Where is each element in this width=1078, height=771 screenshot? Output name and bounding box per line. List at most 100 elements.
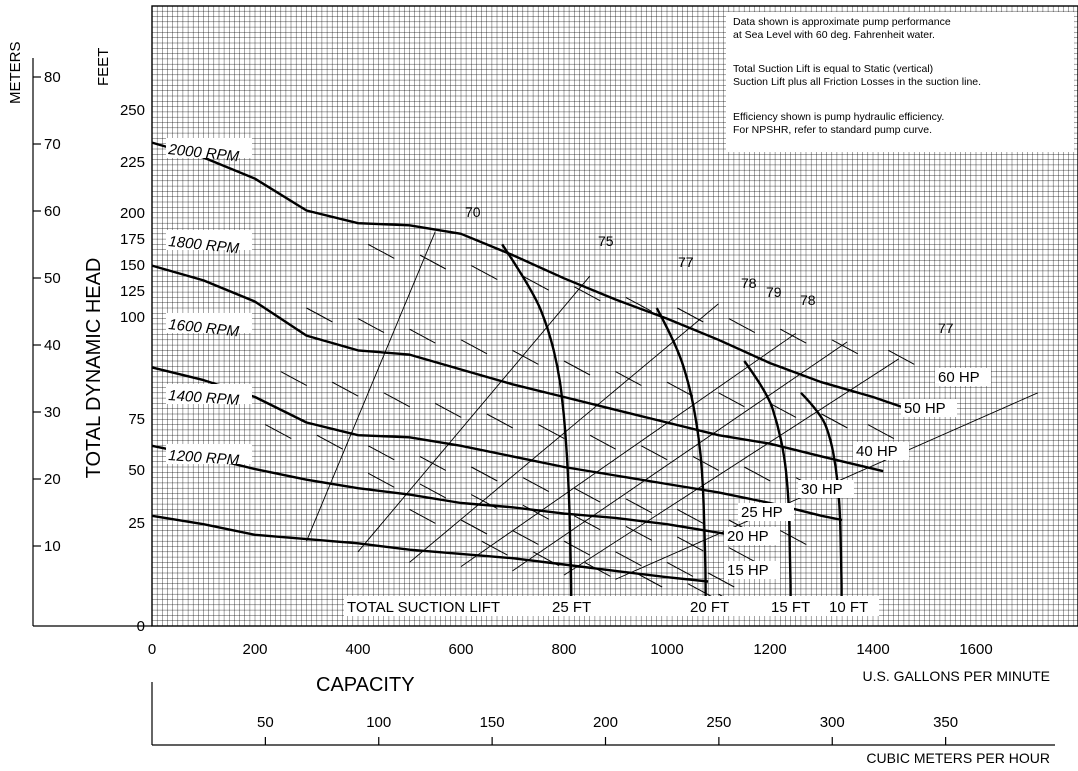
hp-dash-4-6	[677, 536, 704, 552]
x-units-gpm: U.S. GALLONS PER MINUTE	[863, 668, 1050, 684]
hp-dash-2-7	[641, 445, 668, 461]
hp-dash-6-0	[481, 540, 508, 556]
hp-dash-5-0	[409, 508, 436, 524]
hp-dash-2-9	[744, 466, 771, 482]
suction-curve-15-ft	[743, 360, 792, 605]
m3h-tick-label-250: 250	[706, 714, 731, 731]
suction-label-15ft: 15 FT	[771, 599, 810, 616]
efficiency-label-78: 78	[741, 275, 757, 291]
hp-label-50: 50 HP	[904, 400, 946, 417]
x-tick-label-0: 0	[148, 641, 156, 658]
x-tick-label-1400: 1400	[856, 641, 889, 658]
horsepower-dashes	[265, 243, 915, 609]
hp-label-20: 20 HP	[727, 528, 769, 545]
hp-dash-3-8	[677, 508, 704, 524]
x-axis-m3h: 50 100 150 200 250 300 350	[151, 682, 1055, 746]
x-tick-label-200: 200	[242, 641, 267, 658]
plot-frame	[151, 5, 1078, 627]
hp-dash-3-6	[574, 487, 601, 503]
x-axis-title: CAPACITY	[316, 674, 415, 696]
hp-dash-3-7	[625, 498, 653, 514]
hp-dash-1-4	[512, 349, 539, 365]
suction-label-25ft: 25 FT	[552, 599, 591, 616]
hp-dash-2-6	[589, 434, 616, 450]
hp-dash-4-7	[728, 547, 756, 563]
hp-label-30: 30 HP	[801, 481, 843, 498]
hp-dash-1-9	[769, 402, 797, 418]
y-tick-label-250: 250	[120, 102, 145, 119]
hp-dash-1-1	[357, 318, 385, 334]
efficiency-line-70-0	[306, 231, 436, 542]
efficiency-label-70: 70	[465, 204, 481, 220]
hp-dash-3-5	[522, 477, 550, 493]
note-line-2: at Sea Level with 60 deg. Fahrenheit wat…	[733, 29, 935, 41]
y-axis-feet-ticks: 0255075100125150175200225250	[120, 102, 145, 635]
hp-label-40: 40 HP	[856, 443, 898, 460]
hp-dash-3-2	[368, 445, 395, 461]
efficiency-line-75-1	[357, 275, 591, 553]
hp-dash-0-7	[728, 318, 756, 334]
x-units-m3h: CUBIC METERS PER HOUR	[866, 750, 1050, 766]
x-tick-label-1200: 1200	[753, 641, 786, 658]
m3h-tick-label-350: 350	[933, 714, 958, 731]
hp-dash-1-7	[666, 381, 694, 397]
hp-dash-2-2	[383, 392, 410, 408]
note-line-4: Suction Lift plus all Friction Losses in…	[733, 76, 981, 88]
hp-label-bg	[724, 561, 780, 579]
suction-lift-caption: TOTAL SUCTION LIFT	[347, 599, 500, 616]
hp-dash-4-5	[625, 525, 653, 541]
efficiency-line-77-2	[409, 303, 719, 563]
rpm-curve-1200-rpm	[151, 514, 709, 583]
hp-dash-2-5	[538, 424, 565, 440]
meters-tick-label-50: 50	[44, 270, 61, 287]
suction-curve-25-ft	[501, 243, 573, 605]
hp-dash-1-5	[563, 360, 591, 376]
hp-dash-5-1	[460, 519, 488, 535]
hp-dash-6-4	[687, 583, 714, 599]
m3h-tick-label-50: 50	[257, 714, 274, 731]
suction-curve-10-ft	[800, 391, 843, 605]
hp-dash-1-0	[306, 307, 333, 323]
hp-dash-4-0	[368, 472, 395, 488]
efficiency-line-79-4	[512, 341, 848, 572]
hp-label-25: 25 HP	[741, 504, 783, 521]
rpm-label-bg	[166, 138, 252, 158]
hp-dash-3-10	[780, 530, 807, 546]
y-tick-label-25: 25	[128, 515, 145, 532]
suction-lift-curves	[501, 243, 843, 605]
y-tick-label-75: 75	[128, 411, 145, 428]
hp-dash-4-3	[522, 504, 550, 520]
hp-dash-1-3	[460, 339, 488, 355]
m3h-tick-label-100: 100	[366, 714, 391, 731]
hp-label-bg	[738, 503, 794, 521]
hp-dash-0-9	[831, 339, 859, 355]
x-axis-gpm-ticks: 0 200 400 600 800 1000 1200 1400 1600	[148, 641, 993, 658]
efficiency-label-75: 75	[598, 233, 614, 249]
hp-dash-1-6	[615, 371, 642, 387]
series-label-1200-rpm: 1200 RPM	[168, 447, 240, 469]
meters-tick-label-80: 80	[44, 69, 61, 86]
hp-dash-0-5	[625, 296, 653, 312]
rpm-label-bg	[166, 444, 252, 464]
note-line-3: Total Suction Lift is equal to Static (v…	[733, 63, 933, 75]
x-tick-label-400: 400	[345, 641, 370, 658]
rpm-curve-1800-rpm	[151, 264, 884, 473]
y-tick-label-150: 150	[120, 257, 145, 274]
hp-label-bg	[935, 368, 991, 386]
note-line-5: Efficiency shown is pump hydraulic effic…	[733, 111, 944, 123]
hp-dash-1-8	[718, 392, 745, 408]
hp-dash-1-11	[867, 424, 895, 440]
suction-label-10ft: 10 FT	[829, 599, 868, 616]
hp-dash-5-6	[707, 572, 735, 588]
meters-tick-label-70: 70	[44, 136, 61, 153]
y-tick-label-125: 125	[120, 283, 145, 300]
suction-caption-bg	[344, 596, 879, 616]
y-tick-label-225: 225	[120, 154, 145, 171]
hp-dash-3-3	[419, 455, 447, 471]
hp-dash-0-10	[888, 349, 915, 365]
hp-dash-1-10	[821, 413, 848, 429]
rpm-curve-1400-rpm	[151, 444, 771, 543]
hp-dash-0-8	[780, 328, 807, 344]
hp-label-15: 15 HP	[727, 562, 769, 579]
